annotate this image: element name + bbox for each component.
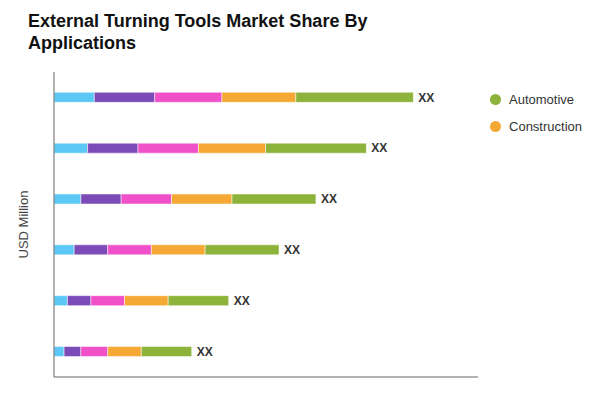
svg-text:XX: XX: [371, 141, 387, 155]
html-text:External Turning Tools Market: External Turning Tools Market Share By A…: [28, 11, 368, 53]
svg-text:XX: XX: [234, 294, 250, 308]
svg-text:XX: XX: [197, 345, 213, 359]
svg-text:XX: XX: [418, 91, 434, 105]
svg-text:USD Million: USD Million: [16, 191, 31, 259]
svg-text:XX: XX: [321, 192, 337, 206]
svg-text:XX: XX: [284, 243, 300, 257]
html-text:Construction: Construction: [509, 119, 582, 134]
html-text:Automotive: Automotive: [509, 92, 575, 107]
